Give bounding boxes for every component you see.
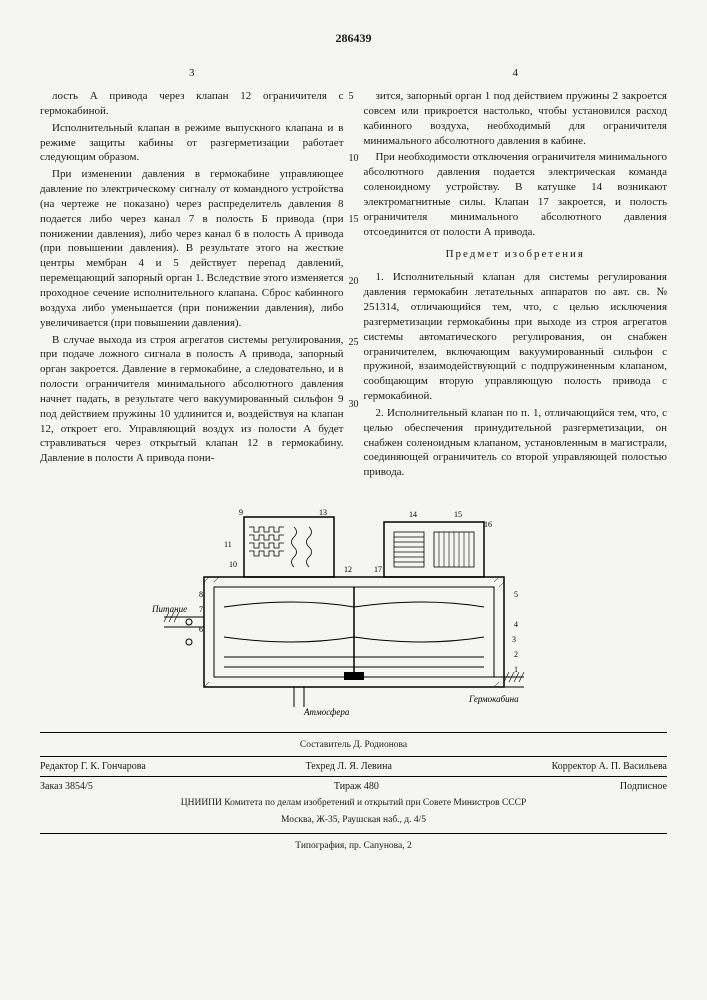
svg-text:3: 3 [512, 635, 516, 644]
svg-text:Питание: Питание [151, 604, 187, 614]
left-col-number: 3 [40, 66, 344, 81]
svg-text:14: 14 [409, 510, 417, 519]
ln10: 10 [349, 152, 359, 166]
para-l4: В случае выхода из строя агрегатов систе… [40, 333, 344, 467]
svg-text:17: 17 [374, 565, 382, 574]
subscr: Подписное [620, 780, 667, 794]
svg-text:1: 1 [514, 665, 518, 674]
compiler-line: Составитель Д. Родионова [40, 737, 667, 754]
svg-text:12: 12 [344, 565, 352, 574]
ln15: 15 [349, 213, 359, 227]
para-r1: зится, запорный орган 1 под действием пр… [364, 89, 668, 148]
typography-line: Типография, пр. Сапунова, 2 [40, 840, 667, 853]
ln25: 25 [349, 336, 359, 350]
technical-diagram: 9 13 14 15 16 11 10 8 12 17 7 6 5 4 3 2 … [144, 497, 564, 717]
techred: Техред Л. Я. Левина [305, 760, 391, 774]
svg-text:8: 8 [199, 590, 203, 599]
svg-text:5: 5 [514, 590, 518, 599]
svg-text:4: 4 [514, 620, 518, 629]
svg-text:6: 6 [199, 625, 203, 634]
line-numbers: 5 10 15 20 25 30 [349, 90, 359, 411]
document-number: 286439 [40, 30, 667, 46]
ln5: 5 [349, 90, 359, 104]
para-r3: 1. Исполнительный клапан для системы рег… [364, 270, 668, 404]
addr-line: Москва, Ж-35, Раушская наб., д. 4/5 [40, 812, 667, 829]
svg-text:13: 13 [319, 508, 327, 517]
footer-box: Составитель Д. Родионова Редактор Г. К. … [40, 732, 667, 833]
editor-row: Редактор Г. К. Гончарова Техред Л. Я. Ле… [40, 759, 667, 775]
svg-text:7: 7 [199, 605, 203, 614]
svg-text:Атмосфера: Атмосфера [303, 707, 350, 717]
svg-text:16: 16 [484, 520, 492, 529]
section-title: Предмет изобретения [364, 247, 668, 262]
svg-text:10: 10 [229, 560, 237, 569]
ln20: 20 [349, 275, 359, 289]
svg-text:2: 2 [514, 650, 518, 659]
left-column: 3 лость А привода через клапан 12 ограни… [40, 66, 344, 482]
para-l1: лость А привода через клапан 12 ограничи… [40, 89, 344, 119]
para-l2: Исполнительный клапан в режиме выпускног… [40, 121, 344, 166]
para-r2: При необходимости отключения ограничител… [364, 150, 668, 239]
para-l3: При изменении давления в гермокабине упр… [40, 167, 344, 330]
order: Заказ 3854/5 [40, 780, 93, 794]
org-line: ЦНИИПИ Комитета по делам изобретений и о… [40, 795, 667, 812]
svg-text:Гермокабина: Гермокабина [468, 694, 519, 704]
para-r4: 2. Исполнительный клапан по п. 1, отлича… [364, 406, 668, 480]
right-col-number: 4 [364, 66, 668, 81]
editor: Редактор Г. К. Гончарова [40, 760, 146, 774]
ln30: 30 [349, 398, 359, 412]
svg-text:11: 11 [224, 540, 232, 549]
order-row: Заказ 3854/5 Тираж 480 Подписное [40, 779, 667, 795]
corrector: Корректор А. П. Васильева [552, 760, 667, 774]
svg-text:15: 15 [454, 510, 462, 519]
tirage: Тираж 480 [334, 780, 379, 794]
svg-text:9: 9 [239, 508, 243, 517]
right-column: 4 зится, запорный орган 1 под действием … [364, 66, 668, 482]
